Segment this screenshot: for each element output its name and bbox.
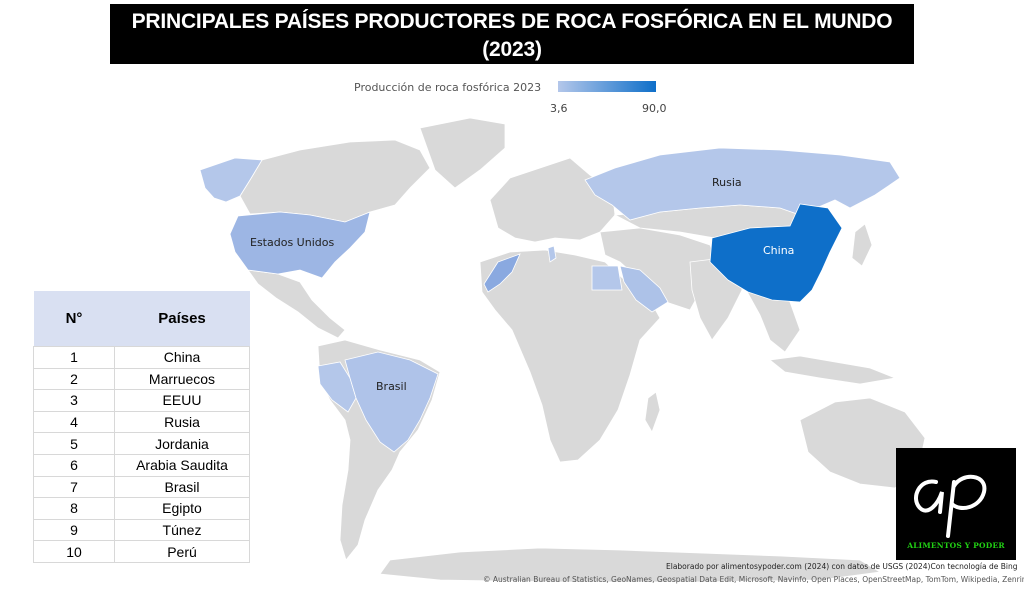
map-label-brasil: Brasil	[376, 380, 407, 393]
row-number: 1	[33, 346, 115, 369]
russia-shape	[584, 147, 901, 221]
table-header-row: N° Países	[33, 291, 250, 347]
table-row: 3 EEUU	[33, 389, 250, 412]
row-country: Túnez	[114, 518, 250, 542]
egypt-shape	[591, 265, 623, 291]
brand-logo: ALIMENTOS Y PODER	[896, 448, 1016, 560]
page-title: PRINCIPALES PAÍSES PRODUCTORES DE ROCA F…	[110, 4, 914, 88]
china-shape	[709, 203, 843, 303]
row-number: 6	[33, 453, 115, 477]
ap-monogram-icon	[914, 475, 987, 538]
usa-shape	[229, 211, 371, 279]
header-country: Países	[114, 291, 250, 347]
alaska-shape	[199, 157, 263, 203]
saudi-arabia-shape	[619, 265, 669, 313]
row-country: China	[114, 346, 250, 369]
header-number: N°	[33, 291, 115, 347]
table-row: 1 China	[33, 346, 250, 369]
row-number: 5	[33, 432, 115, 455]
japan-shape	[851, 223, 873, 267]
row-number: 3	[33, 389, 115, 412]
brazil-shape	[344, 351, 439, 453]
morocco-shape	[483, 253, 521, 293]
map-legend: Producción de roca fosfórica 2023 3,6 90…	[330, 78, 690, 118]
row-country: Rusia	[114, 410, 250, 434]
legend-title: Producción de roca fosfórica 2023	[354, 81, 542, 94]
peru-shape	[317, 361, 357, 413]
mexico-shape	[247, 269, 346, 339]
map-label-eeuu: Estados Unidos	[250, 236, 334, 249]
legend-gradient-bar	[558, 81, 656, 92]
table-row: 8 Egipto	[33, 497, 250, 520]
row-number: 8	[33, 497, 115, 520]
row-country: Marruecos	[114, 367, 250, 391]
antarctica-shape	[379, 547, 882, 583]
legend-min-value: 3,6	[550, 102, 568, 115]
credit-line: Elaborado por alimentosypoder.com (2024)…	[666, 562, 1018, 571]
row-country: Brasil	[114, 475, 250, 499]
ranking-table: N° Países 1 China 2 Marruecos 3 EEUU 4 Rusia…	[33, 291, 250, 563]
row-number: 4	[33, 410, 115, 434]
table-row: 9 Túnez	[33, 518, 250, 542]
canada-shape	[239, 139, 431, 223]
row-country: Arabia Saudita	[114, 453, 250, 477]
map-label-china: China	[763, 244, 794, 257]
row-country: Perú	[114, 540, 250, 563]
table-row: 10 Perú	[33, 540, 250, 563]
table-row: 2 Marruecos	[33, 367, 250, 391]
map-label-rusia: Rusia	[712, 176, 742, 189]
tunisia-shape	[547, 245, 557, 263]
table-row: 6 Arabia Saudita	[33, 453, 250, 477]
table-row: 4 Rusia	[33, 410, 250, 434]
table-row: 5 Jordania	[33, 432, 250, 455]
table-row: 7 Brasil	[33, 475, 250, 499]
title-line-1: PRINCIPALES PAÍSES PRODUCTORES DE ROCA F…	[131, 10, 893, 61]
greenland-shape	[419, 117, 506, 189]
row-number: 10	[33, 540, 115, 563]
row-country: EEUU	[114, 389, 250, 412]
row-number: 7	[33, 475, 115, 499]
legend-max-value: 90,0	[642, 102, 667, 115]
madagascar-shape	[644, 391, 661, 433]
indonesia-shape	[769, 355, 897, 385]
producer-countries	[199, 147, 901, 453]
attribution-line: © Australian Bureau of Statistics, GeoNa…	[483, 575, 1024, 584]
row-country: Egipto	[114, 497, 250, 520]
row-country: Jordania	[114, 432, 250, 455]
row-number: 2	[33, 367, 115, 391]
africa-shape	[479, 249, 661, 463]
europe-shape	[489, 157, 616, 243]
logo-brand-text: ALIMENTOS Y PODER	[907, 541, 1005, 550]
row-number: 9	[33, 518, 115, 542]
